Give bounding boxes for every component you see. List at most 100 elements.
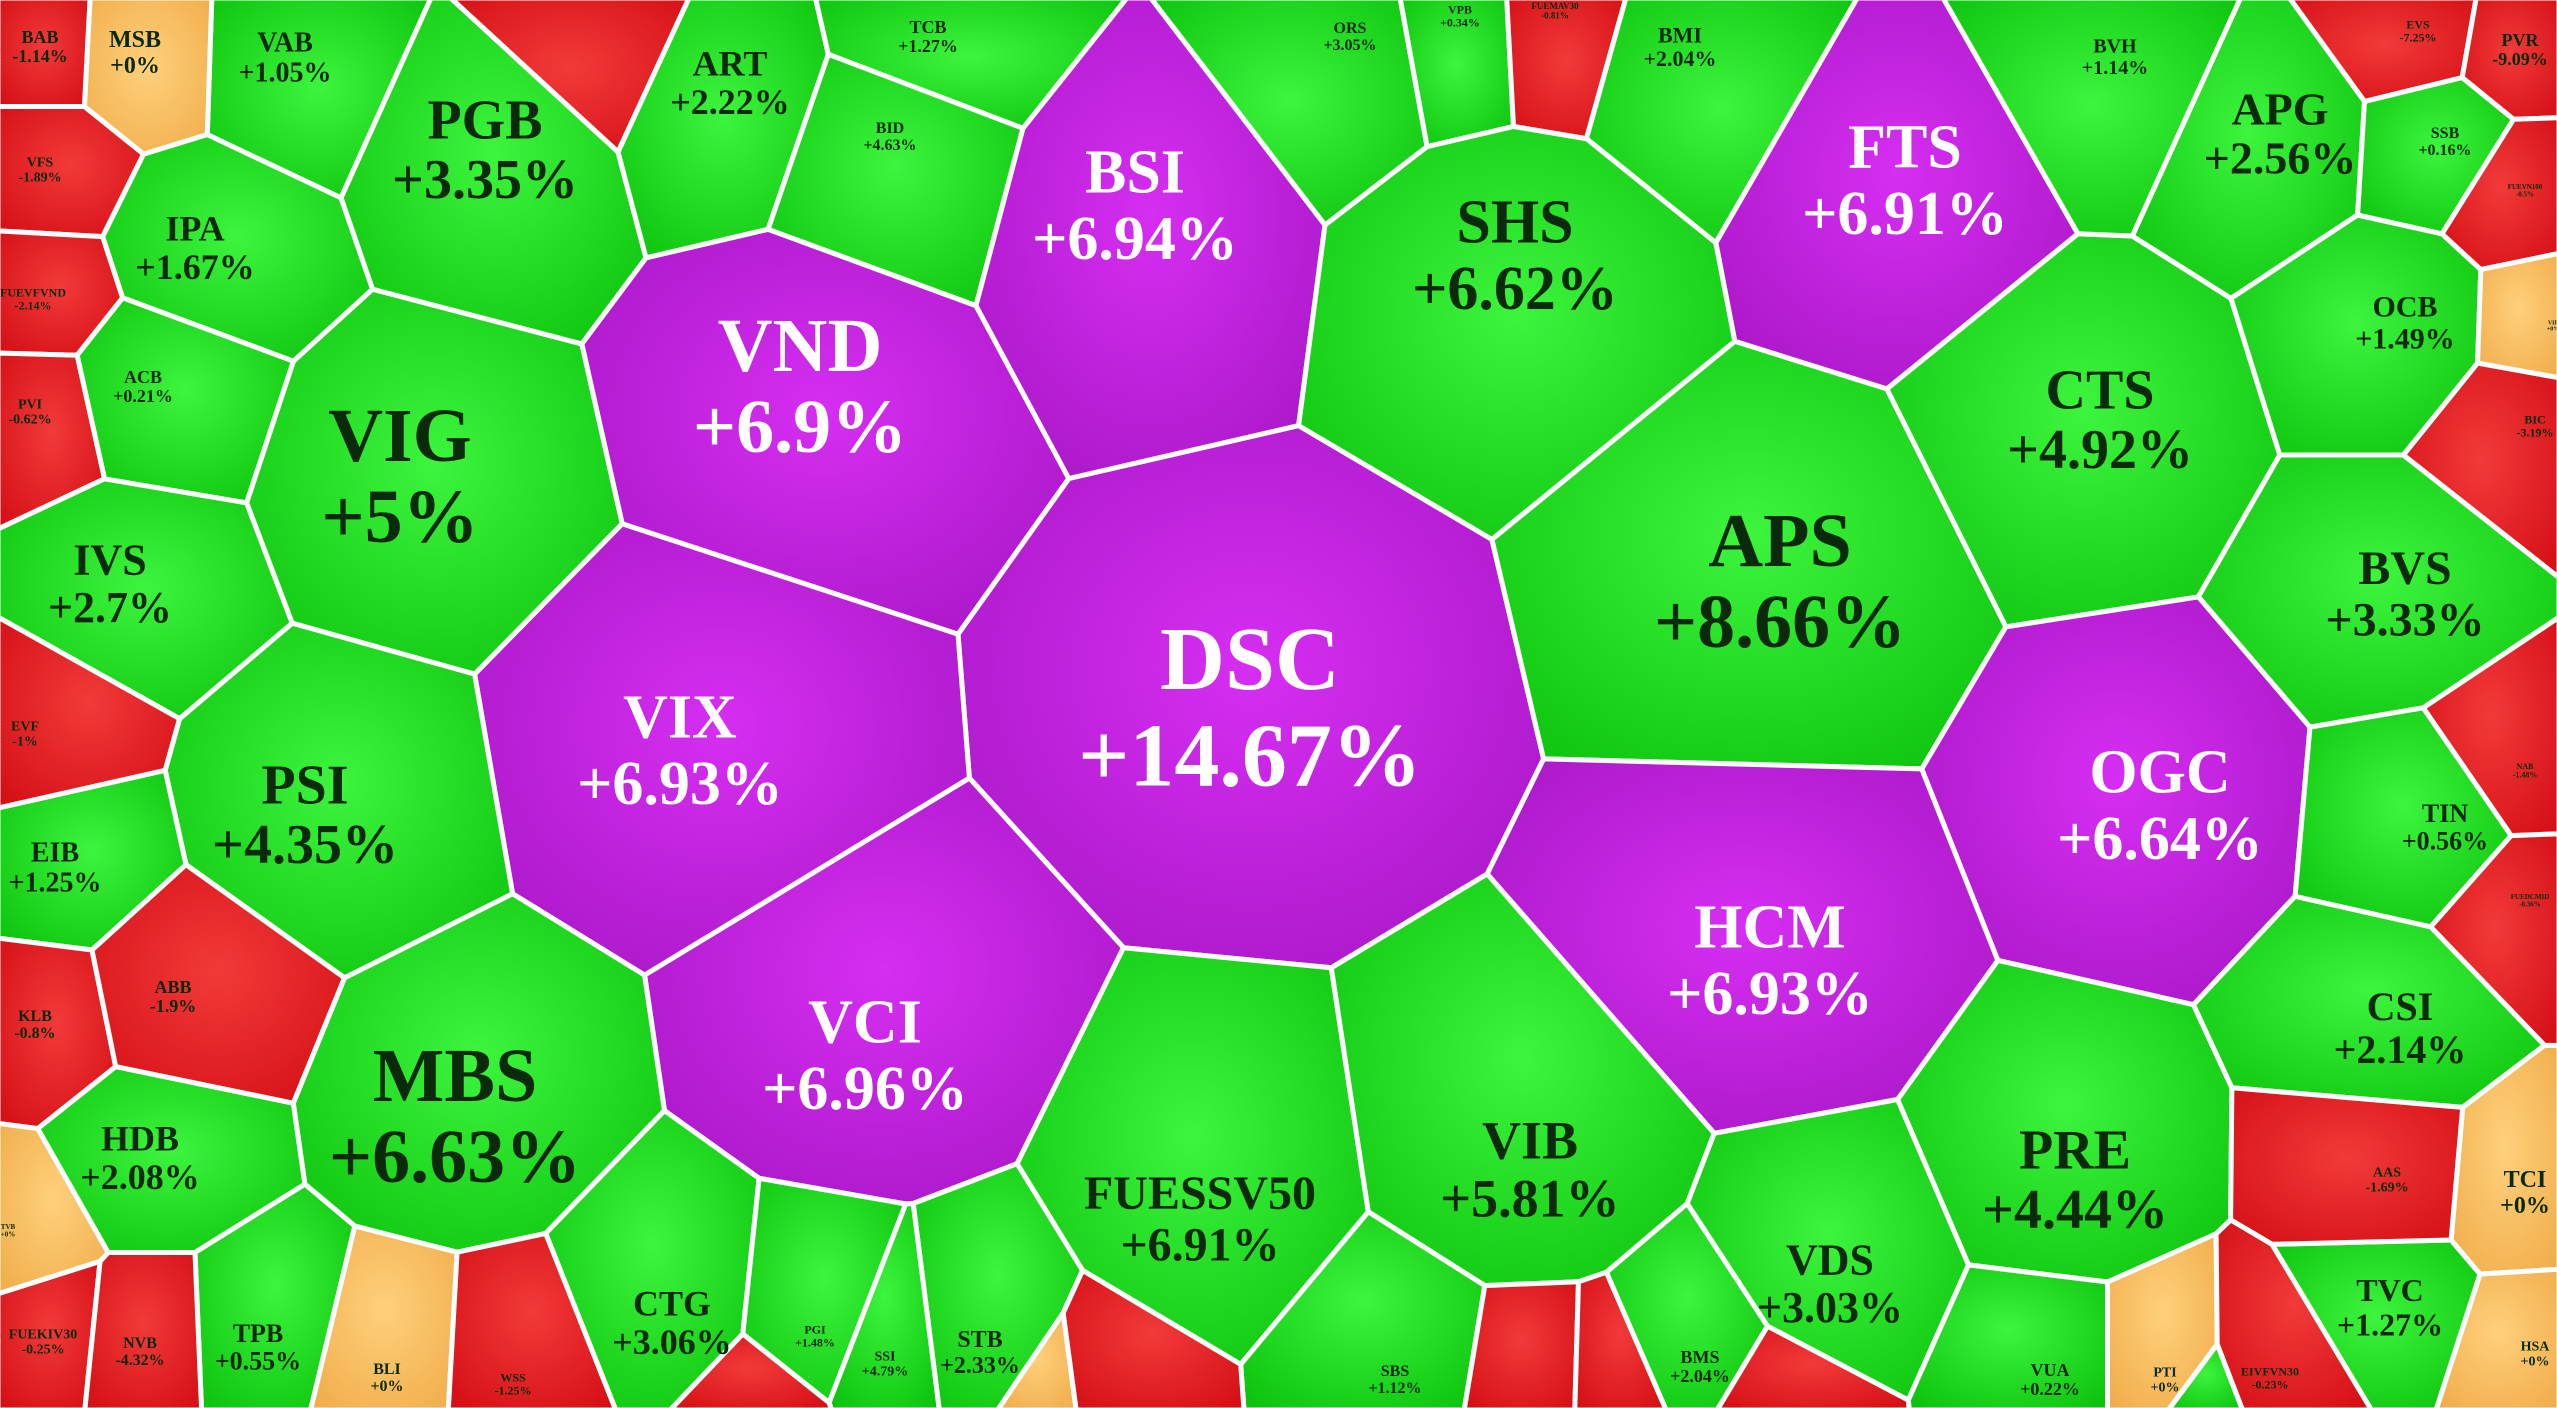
pct-label-hdb: +2.08% [80, 1157, 200, 1197]
cell-abb[interactable] [89, 862, 347, 1106]
cell-fuedcmid[interactable] [2428, 831, 2557, 1048]
ticker-label-eivfvn30: EIVFVN30 [2241, 1365, 2299, 1379]
pct-label-dsc: +14.67% [1078, 707, 1422, 806]
pct-label-vds: +3.03% [1757, 1283, 1903, 1332]
ticker-label-bab: BAB [21, 27, 58, 47]
pct-label-acb: +0.21% [113, 386, 173, 406]
cell-eivfvn30[interactable] [2213, 1217, 2374, 1408]
pct-label-vib: +5.81% [1440, 1168, 1619, 1228]
ticker-label-fuekiv30: FUEKIV30 [9, 1327, 77, 1342]
ticker-label-apg: APG [2231, 83, 2328, 134]
ticker-label-vab: VAB [257, 28, 313, 59]
cell-vfs[interactable] [0, 104, 146, 240]
cell-filler[interactable] [668, 1331, 834, 1408]
pct-label-msb: +0% [110, 53, 160, 79]
pct-label-fuemav30: -0.81% [1541, 11, 1569, 21]
ticker-label-fuevfvnd: FUEVFVND [0, 286, 66, 300]
pct-label-bic: -3.19% [2517, 425, 2554, 439]
ticker-label-acb: ACB [124, 367, 162, 387]
ticker-label-mbs: MBS [373, 1034, 538, 1118]
pct-label-hcm: +6.93% [1667, 960, 1873, 1028]
ticker-label-vif: VIF [2548, 320, 2557, 326]
ticker-label-ssb: SSB [2431, 125, 2460, 142]
pct-label-sbs: +1.12% [1368, 1380, 1421, 1397]
pct-label-pti: +0% [2151, 1380, 2180, 1395]
pct-label-nab: -1.48% [2513, 771, 2538, 780]
ticker-label-psi: PSI [261, 754, 348, 816]
ticker-label-eib: EIB [31, 838, 79, 869]
pct-label-vfs: -1.89% [18, 170, 61, 185]
pct-label-bab: -1.14% [12, 46, 68, 66]
pct-label-pvr: -9.09% [2492, 49, 2548, 69]
ticker-label-bid: BID [876, 120, 904, 137]
pct-label-bvs: +3.33% [2325, 594, 2484, 647]
ticker-label-shs: SHS [1456, 189, 1573, 257]
pct-label-vig: +5% [321, 475, 478, 559]
pct-label-vua: +0.22% [2020, 1379, 2080, 1399]
pct-label-tin: +0.56% [2402, 827, 2488, 856]
pct-label-klb: -0.8% [14, 1025, 55, 1042]
ticker-label-pti: PTI [2153, 1365, 2176, 1380]
pct-label-evf: -1% [12, 734, 38, 749]
ticker-label-bic: BIC [2524, 413, 2545, 427]
ticker-label-ssi: SSI [874, 1349, 895, 1364]
pct-label-fts: +6.91% [1802, 180, 2008, 248]
cell-filler[interactable] [449, 0, 691, 155]
ticker-label-hsa: HSA [2521, 1339, 2551, 1354]
cell-filler[interactable] [1060, 1267, 1247, 1408]
ticker-label-ipa: IPA [165, 209, 224, 249]
ticker-label-pgi: PGI [804, 1323, 826, 1337]
ticker-label-klb: KLB [18, 1008, 52, 1025]
pct-label-fuedcmid: -0.36% [2519, 901, 2541, 909]
ticker-label-sbs: SBS [1381, 1363, 1410, 1380]
ticker-label-pvi: PVI [18, 397, 42, 412]
ticker-label-bsi: BSI [1085, 139, 1185, 207]
ticker-label-aps: APS [1708, 499, 1852, 583]
cell-ssi[interactable] [826, 1201, 942, 1408]
ticker-label-csi: CSI [2367, 984, 2434, 1029]
cell-nvb[interactable] [82, 1250, 205, 1408]
cell-vif[interactable] [2475, 251, 2557, 380]
pct-label-vab: +1.05% [239, 58, 332, 89]
ticker-label-vfs: VFS [27, 155, 54, 170]
pct-label-shs: +6.62% [1412, 255, 1618, 323]
ticker-label-vib: VIB [1482, 1111, 1578, 1171]
ticker-label-evs: EVS [2406, 18, 2430, 32]
pct-label-vif: +0% [2547, 327, 2557, 333]
pct-label-eib: +1.25% [9, 868, 102, 899]
ticker-label-dsc: DSC [1160, 610, 1340, 709]
ticker-label-bms: BMS [1680, 1347, 1719, 1367]
cell-evf[interactable] [0, 615, 183, 811]
ticker-label-tin: TIN [2422, 799, 2468, 828]
ticker-label-nvb: NVB [123, 1335, 157, 1352]
pct-label-ogc: +6.64% [2057, 805, 2263, 873]
cell-filler[interactable] [2166, 1341, 2245, 1408]
pct-label-fuessv50: +6.91% [1120, 1219, 1279, 1272]
ticker-label-bmi: BMI [1658, 22, 1702, 47]
cell-filler[interactable] [1715, 1323, 1912, 1408]
pct-label-vpb: +0.34% [1440, 15, 1480, 29]
cell-filler[interactable] [1572, 1269, 1668, 1408]
cell-bid[interactable] [765, 51, 1026, 309]
cell-pvi[interactable] [0, 350, 107, 531]
ticker-label-vds: VDS [1786, 1236, 1874, 1285]
ticker-label-vnd: VND [718, 304, 883, 388]
cell-hsa[interactable] [2434, 1266, 2557, 1408]
cell-bvh[interactable] [1941, 0, 2243, 239]
cell-fuevn100[interactable] [2439, 115, 2557, 273]
ticker-label-vua: VUA [2031, 1360, 2070, 1380]
pct-label-abb: -1.9% [150, 996, 197, 1016]
cell-filler[interactable] [1461, 1279, 1581, 1408]
ticker-label-tvb: TVB [1, 1223, 16, 1231]
ticker-label-fts: FTS [1848, 114, 1962, 182]
cell-filler[interactable] [996, 1310, 1079, 1408]
ticker-label-ocb: OCB [2372, 290, 2437, 323]
cell-tvb[interactable] [0, 1121, 111, 1296]
cell-wss[interactable] [445, 1230, 618, 1408]
pct-label-stb: +2.33% [940, 1353, 1020, 1379]
cell-aas[interactable] [2228, 1085, 2466, 1247]
pct-label-tvc: +1.27% [2337, 1306, 2443, 1342]
cell-fuemav30[interactable] [1504, 0, 1628, 142]
pct-label-vix: +6.93% [577, 750, 783, 818]
pct-label-tci: +0% [2500, 1193, 2550, 1219]
